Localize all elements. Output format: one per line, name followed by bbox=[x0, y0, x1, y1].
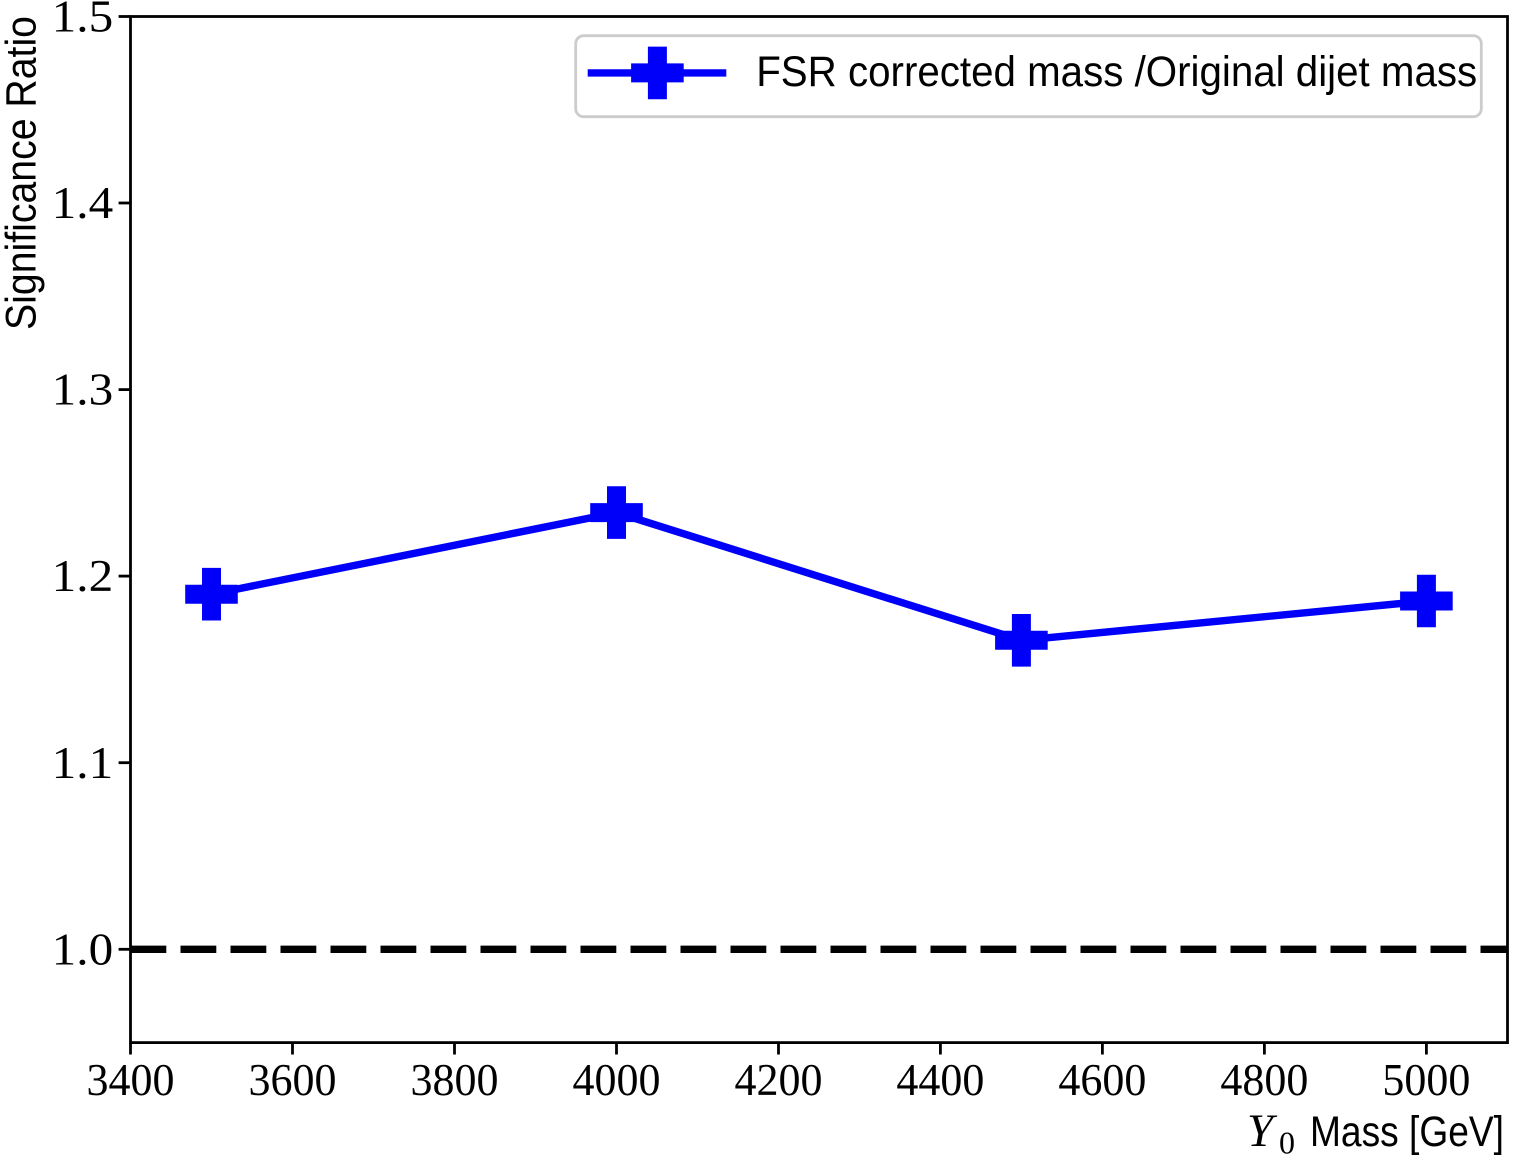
svg-text:5000: 5000 bbox=[1382, 1054, 1470, 1105]
svg-text:1.3: 1.3 bbox=[52, 364, 114, 415]
svg-text:4400: 4400 bbox=[896, 1054, 984, 1105]
svg-text:1.2: 1.2 bbox=[52, 550, 114, 601]
svg-text:4000: 4000 bbox=[573, 1054, 661, 1105]
svg-text:1.4: 1.4 bbox=[52, 177, 114, 228]
svg-text:3400: 3400 bbox=[87, 1054, 175, 1105]
svg-text:1.1: 1.1 bbox=[52, 737, 114, 788]
svg-text:Significance Ratio: Significance Ratio bbox=[0, 16, 46, 330]
svg-text:4800: 4800 bbox=[1220, 1054, 1308, 1105]
svg-text:Mass [GeV]: Mass [GeV] bbox=[1310, 1108, 1504, 1156]
svg-text:1.0: 1.0 bbox=[52, 923, 114, 974]
svg-text:4600: 4600 bbox=[1058, 1054, 1146, 1105]
svg-text:Y: Y bbox=[1247, 1105, 1278, 1157]
svg-text:3600: 3600 bbox=[249, 1054, 337, 1105]
svg-text:0: 0 bbox=[1279, 1125, 1295, 1161]
svg-text:4200: 4200 bbox=[735, 1054, 823, 1105]
svg-text:1.5: 1.5 bbox=[52, 0, 114, 42]
svg-text:FSR corrected mass /Original d: FSR corrected mass /Original dijet mass bbox=[756, 48, 1477, 96]
svg-text:3800: 3800 bbox=[411, 1054, 499, 1105]
